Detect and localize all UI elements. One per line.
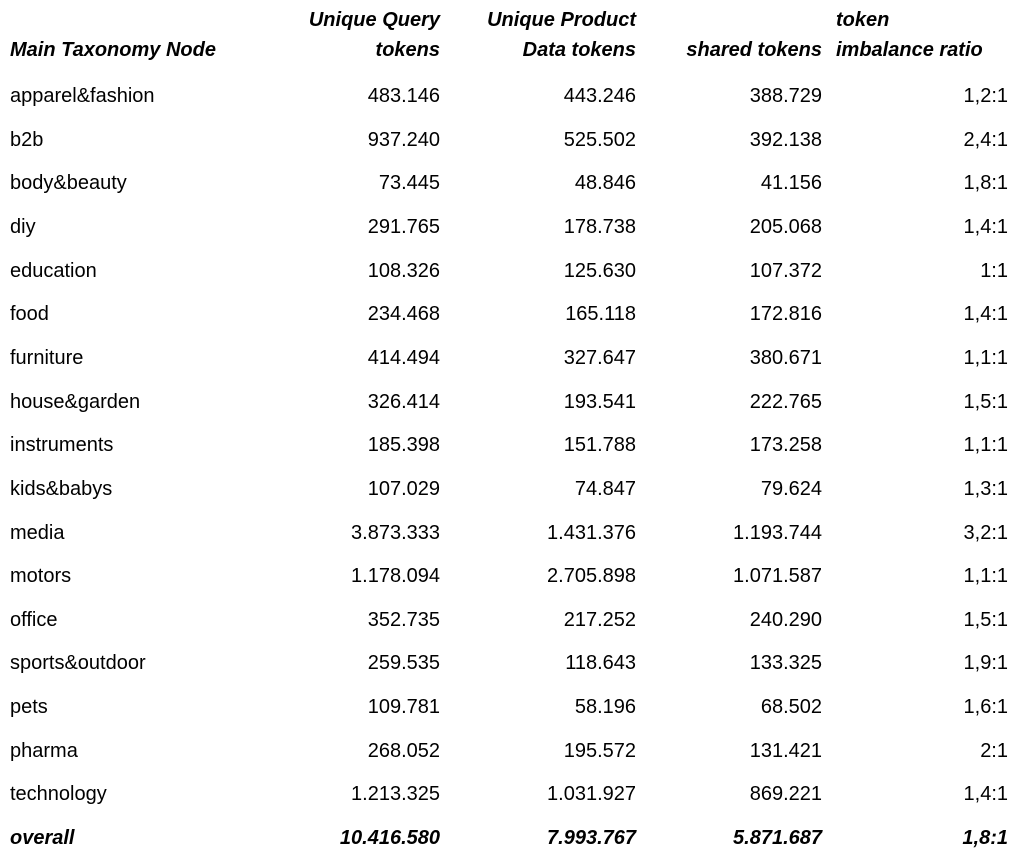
row-label: kids&babys <box>10 477 113 500</box>
cell: 1.031.927 <box>547 783 636 806</box>
cell: 133.325 <box>749 652 822 675</box>
header-cell: Data tokens <box>522 39 636 61</box>
cell: 443.246 <box>563 85 636 107</box>
cell: 107.029 <box>367 477 440 500</box>
cell: 388.729 <box>749 85 822 107</box>
cell: 326.414 <box>367 390 440 413</box>
cell: 118.643 <box>565 652 636 675</box>
cell: 109.781 <box>367 696 440 719</box>
cell: 48.846 <box>574 172 636 195</box>
cell: 2,4:1 <box>963 128 1008 151</box>
row-label: diy <box>10 215 36 238</box>
cell: 165.118 <box>565 303 636 326</box>
cell: 234.468 <box>367 303 440 326</box>
cell: 79.624 <box>760 477 822 500</box>
cell: 1,1:1 <box>963 565 1008 588</box>
cell: 1,4:1 <box>963 303 1008 326</box>
cell: 58.196 <box>574 696 636 719</box>
cell: 268.052 <box>367 739 440 762</box>
cell: 352.735 <box>367 608 440 631</box>
row-label: body&beauty <box>10 172 127 195</box>
total-cell: 5.871.687 <box>733 827 822 850</box>
cell: 483.146 <box>367 85 440 107</box>
cell: 3,2:1 <box>963 521 1008 544</box>
row-label: furniture <box>10 346 84 369</box>
row-label: house&garden <box>10 390 141 413</box>
cell: 107.372 <box>749 259 822 282</box>
header-cell: tokens <box>375 39 440 61</box>
cell: 1,5:1 <box>963 390 1008 413</box>
row-label: sports&outdoor <box>10 652 146 675</box>
row-label: instruments <box>10 434 114 457</box>
cell: 380.671 <box>749 346 822 369</box>
cell: 41.156 <box>760 172 822 195</box>
row-label: b2b <box>10 128 44 151</box>
cell: 1.178.094 <box>351 565 440 588</box>
cell: 73.445 <box>378 172 440 195</box>
cell: 131.421 <box>749 739 822 762</box>
header-cell: Unique Query <box>308 9 440 31</box>
row-label: education <box>10 259 97 282</box>
row-label: apparel&fashion <box>10 85 155 107</box>
cell: 2.705.898 <box>547 565 636 588</box>
cell: 217.252 <box>563 608 636 631</box>
cell: 108.326 <box>367 259 440 282</box>
cell: 193.541 <box>563 390 636 413</box>
row-label: motors <box>10 565 72 588</box>
cell: 185.398 <box>367 434 440 457</box>
cell: 1,6:1 <box>963 696 1008 719</box>
cell: 1,9:1 <box>963 652 1008 675</box>
cell: 1,2:1 <box>963 85 1008 107</box>
cell: 869.221 <box>749 783 822 806</box>
cell: 68.502 <box>760 696 822 719</box>
cell: 151.788 <box>563 434 636 457</box>
cell: 1.213.325 <box>351 783 440 806</box>
cell: 414.494 <box>367 346 440 369</box>
total-cell: 7.993.767 <box>547 827 636 850</box>
cell: 392.138 <box>749 128 822 151</box>
header-cell: shared tokens <box>686 39 822 61</box>
total-cell: 1,8:1 <box>962 827 1008 850</box>
cell: 205.068 <box>749 215 822 238</box>
header-cell: token <box>836 9 890 31</box>
total-label: overall <box>10 827 75 850</box>
row-label: pharma <box>10 739 78 762</box>
row-label: technology <box>10 783 107 806</box>
cell: 172.816 <box>749 303 822 326</box>
cell: 1,8:1 <box>963 172 1008 195</box>
cell: 178.738 <box>563 215 636 238</box>
header-cell: imbalance ratio <box>836 39 983 61</box>
cell: 2:1 <box>980 739 1008 762</box>
cell: 1.071.587 <box>733 565 822 588</box>
cell: 195.572 <box>563 739 636 762</box>
header-cell: Main Taxonomy Node <box>10 39 216 61</box>
cell: 1,3:1 <box>963 477 1008 500</box>
cell: 173.258 <box>749 434 822 457</box>
cell: 1.431.376 <box>547 521 636 544</box>
cell: 1,1:1 <box>963 346 1008 369</box>
header-cell: Unique Product <box>487 9 636 31</box>
row-label: food <box>10 303 49 326</box>
cell: 1,1:1 <box>963 434 1008 457</box>
cell: 125.630 <box>563 259 636 282</box>
cell: 74.847 <box>574 477 636 500</box>
total-cell: 10.416.580 <box>339 827 440 850</box>
cell: 937.240 <box>367 128 440 151</box>
cell: 327.647 <box>563 346 636 369</box>
cell: 1,4:1 <box>963 783 1008 806</box>
cell: 1,5:1 <box>963 608 1008 631</box>
cell: 1.193.744 <box>733 521 822 544</box>
row-label: pets <box>10 696 48 719</box>
cell: 1:1 <box>980 259 1008 282</box>
cell: 1,4:1 <box>963 215 1008 238</box>
row-label: media <box>10 521 65 544</box>
cell: 525.502 <box>563 128 636 151</box>
row-label: office <box>10 608 58 631</box>
cell: 222.765 <box>749 390 822 413</box>
cell: 240.290 <box>749 608 822 631</box>
cell: 291.765 <box>367 215 440 238</box>
cell: 3.873.333 <box>351 521 440 544</box>
cell: 259.535 <box>367 652 440 675</box>
